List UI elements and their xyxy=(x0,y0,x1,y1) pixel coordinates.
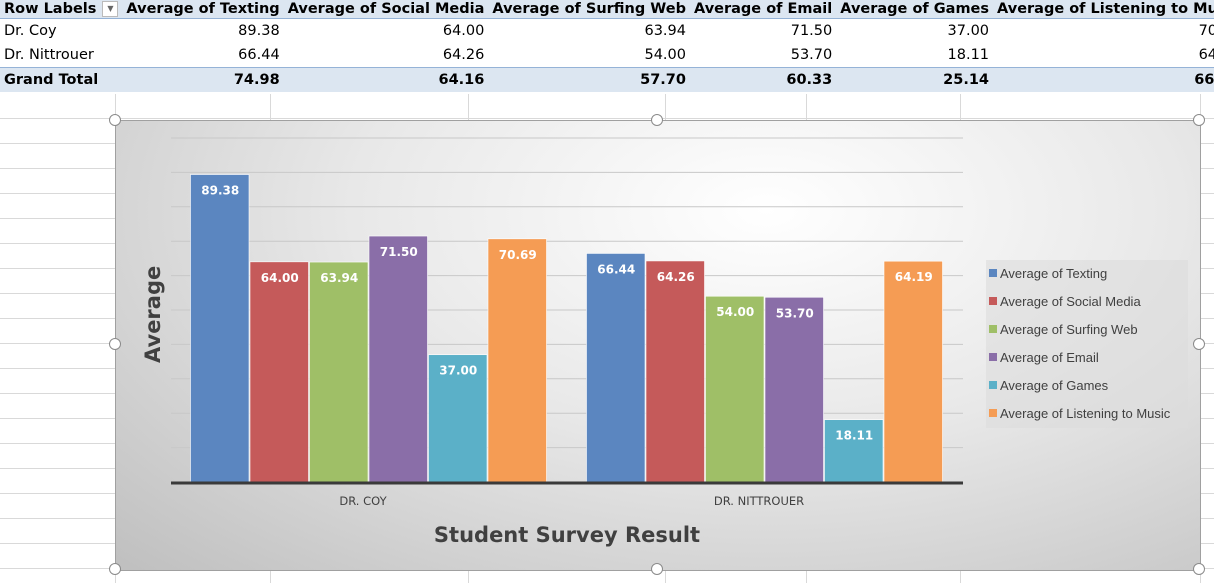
bar[interactable] xyxy=(309,261,369,483)
chart-legend[interactable]: Average of Texting Average of Social Medi… xyxy=(986,260,1188,428)
legend-label: Average of Surfing Web xyxy=(1000,321,1138,337)
cell[interactable]: 71.50 xyxy=(790,23,833,39)
header-social-media[interactable]: Average of Social Media xyxy=(283,0,489,19)
bar[interactable] xyxy=(190,174,250,483)
table-row: Dr. Coy 89.38 64.00 63.94 71.50 37.00 70… xyxy=(0,19,1214,44)
x-axis-title[interactable]: Student Survey Result xyxy=(433,523,701,547)
row-label[interactable]: Grand Total xyxy=(0,67,123,92)
cell[interactable]: 18.11 xyxy=(947,47,990,63)
category-label: DR. COY xyxy=(339,494,387,508)
cell[interactable]: 54.00 xyxy=(644,47,686,63)
data-label: 54.00 xyxy=(716,305,754,319)
pivot-chart[interactable]: 89.38 64.00 63.94 71.50 37.00 70.69 66.44 64.26… xyxy=(115,120,1201,571)
pivot-table: Row Labels ▼ Average of Texting Average o… xyxy=(0,0,1214,92)
cell[interactable]: 63.94 xyxy=(644,23,686,39)
resize-handle[interactable] xyxy=(1193,114,1205,126)
legend-item[interactable]: Average of Surfing Web xyxy=(989,320,1138,338)
bar[interactable] xyxy=(824,419,884,483)
data-label: 71.50 xyxy=(380,245,418,259)
resize-handle[interactable] xyxy=(1193,563,1205,575)
legend-swatch xyxy=(989,381,997,389)
header-music[interactable]: Average of Listening to Music xyxy=(993,0,1214,19)
header-texting[interactable]: Average of Texting xyxy=(122,0,284,19)
legend-label: Average of Listening to Music xyxy=(1000,405,1171,421)
row-label[interactable]: Dr. Coy xyxy=(4,23,57,39)
filter-dropdown-icon[interactable]: ▼ xyxy=(102,1,119,17)
data-label: 89.38 xyxy=(201,184,239,198)
legend-item[interactable]: Average of Social Media xyxy=(989,292,1141,310)
cell[interactable]: 64.26 xyxy=(442,47,485,63)
resize-handle[interactable] xyxy=(651,563,663,575)
legend-label: Average of Games xyxy=(1000,377,1109,393)
category-label: DR. NITTROUER xyxy=(713,494,805,508)
grand-total-row: Grand Total 74.98 64.16 57.70 60.33 25.1… xyxy=(0,67,1214,92)
cell[interactable]: 74.98 xyxy=(122,67,284,92)
legend-label: Average of Email xyxy=(1000,349,1099,365)
cell[interactable]: 89.38 xyxy=(238,23,280,39)
bar[interactable] xyxy=(249,261,309,483)
bar[interactable] xyxy=(487,238,547,483)
table-row: Dr. Nittrouer 66.44 64.26 54.00 53.70 18… xyxy=(0,43,1214,68)
header-surfing-web[interactable]: Average of Surfing Web xyxy=(488,0,690,19)
bar[interactable] xyxy=(368,235,428,483)
data-label: 64.26 xyxy=(657,270,695,284)
bar[interactable] xyxy=(764,296,824,483)
bar[interactable] xyxy=(428,354,488,483)
cell[interactable]: 70.69 xyxy=(1198,23,1214,39)
cell[interactable]: 66.60 xyxy=(993,67,1214,92)
data-label: 64.19 xyxy=(895,270,933,284)
legend-swatch xyxy=(989,325,997,333)
resize-handle[interactable] xyxy=(109,114,121,126)
data-label: 70.69 xyxy=(499,248,537,262)
cell[interactable]: 57.70 xyxy=(488,67,690,92)
legend-swatch xyxy=(989,269,997,277)
cell[interactable]: 66.44 xyxy=(238,47,280,63)
resize-handle[interactable] xyxy=(109,563,121,575)
cell[interactable]: 64.00 xyxy=(442,23,485,39)
data-label: 53.70 xyxy=(776,306,814,320)
header-email[interactable]: Average of Email xyxy=(690,0,837,19)
bar[interactable] xyxy=(883,260,943,483)
y-axis-title[interactable]: Average xyxy=(141,265,165,363)
cell[interactable]: 64.19 xyxy=(1198,47,1214,63)
legend-swatch xyxy=(989,409,997,417)
data-label: 37.00 xyxy=(439,364,477,378)
legend-label: Average of Texting xyxy=(1000,265,1108,281)
legend-swatch xyxy=(989,353,997,361)
resize-handle[interactable] xyxy=(1193,338,1205,350)
header-label: Row Labels xyxy=(4,1,97,17)
row-labels-header[interactable]: Row Labels ▼ xyxy=(0,0,123,19)
header-games[interactable]: Average of Games xyxy=(836,0,994,19)
legend-item[interactable]: Average of Texting xyxy=(989,264,1107,282)
pivot-header-row: Row Labels ▼ Average of Texting Average o… xyxy=(0,0,1214,19)
cell[interactable]: 37.00 xyxy=(947,23,990,39)
cell[interactable]: 60.33 xyxy=(690,67,837,92)
bar[interactable] xyxy=(705,295,765,483)
legend-swatch xyxy=(989,297,997,305)
legend-item[interactable]: Average of Email xyxy=(989,348,1099,366)
data-label: 18.11 xyxy=(835,429,873,443)
resize-handle[interactable] xyxy=(109,338,121,350)
legend-item[interactable]: Average of Games xyxy=(989,376,1108,394)
bar[interactable] xyxy=(586,253,646,483)
bar[interactable] xyxy=(645,260,705,483)
data-label: 66.44 xyxy=(597,262,635,276)
legend-label: Average of Social Media xyxy=(1000,293,1141,309)
cell[interactable]: 64.16 xyxy=(283,67,489,92)
resize-handle[interactable] xyxy=(651,114,663,126)
data-label: 63.94 xyxy=(320,271,358,285)
data-label: 64.00 xyxy=(261,271,299,285)
plot-area: 89.38 64.00 63.94 71.50 37.00 70.69 66.44 64.26… xyxy=(171,137,963,485)
row-label[interactable]: Dr. Nittrouer xyxy=(4,47,94,63)
cell[interactable]: 25.14 xyxy=(836,67,994,92)
legend-item[interactable]: Average of Listening to Music xyxy=(989,404,1170,422)
cell[interactable]: 53.70 xyxy=(790,47,833,63)
